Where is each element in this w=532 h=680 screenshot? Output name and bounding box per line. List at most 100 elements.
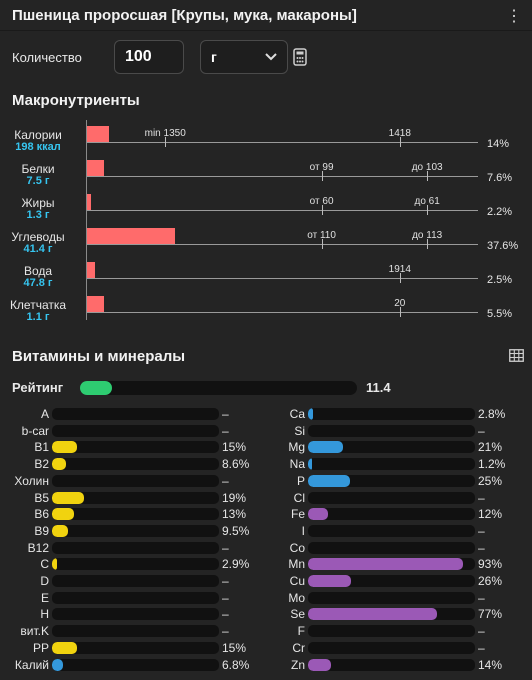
- rating-label: Рейтинг: [12, 380, 64, 395]
- nutrient-bar: [52, 474, 219, 487]
- nutrient-name: B1: [34, 440, 49, 455]
- nutrient-percent: –: [222, 624, 229, 639]
- nutrient-name: Ca: [289, 407, 305, 421]
- nutrient-name: F: [297, 624, 305, 639]
- nutrient-bar: [308, 591, 475, 604]
- macro-name: Клетчатка: [9, 298, 67, 312]
- rating-bar-fill: [80, 381, 112, 395]
- nutrient-bar: [52, 591, 219, 604]
- macro-mark-label: до 103: [411, 162, 443, 173]
- macro-row: Вода 47.8 г 1914 2.5%: [0, 256, 532, 289]
- macro-mark-tick: [427, 239, 429, 249]
- nutrient-percent: –: [478, 590, 485, 605]
- macros-title: Макронутриенты: [12, 92, 140, 109]
- nutrient-bar-fill: [308, 458, 312, 471]
- nutrient-name: Mn: [288, 557, 305, 572]
- nutrient-bar: [308, 625, 475, 638]
- nutrient-bar-fill: [52, 491, 84, 504]
- nutrient-name: B12: [27, 540, 49, 555]
- macro-bar: [87, 296, 104, 312]
- nutrient-name: Fe: [290, 507, 305, 522]
- nutrient-percent: 2.8%: [478, 407, 506, 421]
- nutrient-name: Cr: [292, 640, 305, 655]
- macro-percent: 14%: [487, 138, 510, 150]
- nutrient-bar: [308, 558, 475, 571]
- macro-name: Жиры: [21, 196, 55, 210]
- nutrient-name: P: [296, 473, 305, 488]
- nutrient-bar: [308, 474, 475, 487]
- macro-scale-line: [87, 210, 478, 211]
- nutrient-bar: [308, 441, 475, 454]
- macro-mark-tick: [321, 205, 323, 215]
- nutrient-bar: [52, 458, 219, 471]
- macro-name: Вода: [23, 264, 53, 278]
- nutrient-percent: –: [222, 574, 229, 588]
- calculator-icon[interactable]: [293, 48, 307, 66]
- macro-mark-tick: [165, 137, 167, 147]
- nutrient-name: Na: [289, 457, 305, 472]
- nutrient-percent: –: [222, 423, 229, 438]
- macro-name: Углеводы: [11, 230, 65, 244]
- nutrient-name: H: [40, 607, 49, 622]
- vitamins-title: Витамины и минералы: [12, 348, 186, 365]
- nutrient-bar-fill: [308, 658, 331, 671]
- macro-row: Клетчатка 1.1 г 20 5.5%: [0, 290, 532, 323]
- macro-mark-label: до 113: [412, 230, 443, 241]
- nutrient-bar: [308, 408, 475, 420]
- nutrient-bar: [52, 541, 219, 554]
- nutrient-bar-fill: [52, 441, 77, 454]
- nutrient-bar-fill: [308, 558, 463, 571]
- nutrient-name: I: [301, 523, 305, 538]
- nutrient-name: Калий: [14, 657, 49, 672]
- nutrient-name: Mg: [288, 440, 305, 455]
- nutrient-bar: [52, 575, 219, 587]
- macro-mark-label: от 60: [309, 196, 334, 207]
- nutrient-bar: [52, 625, 219, 638]
- macro-row: Белки 7.5 г от 99 до 103 7.6%: [0, 154, 532, 187]
- divider: [0, 30, 532, 31]
- macro-scale-line: [87, 244, 478, 245]
- nutrient-bar: [308, 608, 475, 621]
- macro-scale-line: [87, 312, 478, 313]
- macro-name: Белки: [21, 162, 55, 176]
- nutrient-bar-fill: [308, 575, 351, 587]
- more-menu-icon[interactable]: ⋮: [506, 8, 522, 25]
- nutrient-name: Co: [289, 540, 305, 555]
- nutrient-bar: [308, 491, 475, 504]
- nutrient-percent: –: [478, 540, 485, 555]
- page-title: Пшеница проросшая [Крупы, мука, макароны…: [12, 7, 357, 24]
- nutrient-percent: –: [222, 607, 229, 622]
- nutrient-bar: [52, 441, 219, 454]
- nutrient-percent: –: [478, 490, 485, 505]
- nutrient-bar: [52, 641, 219, 654]
- nutrient-percent: –: [222, 407, 229, 421]
- nutrient-bar: [52, 608, 219, 621]
- nutrient-percent: 2.9%: [222, 557, 250, 572]
- macro-value: 47.8 г: [23, 277, 53, 289]
- macro-percent: 7.6%: [487, 172, 513, 184]
- nutrient-percent: 15%: [222, 440, 247, 455]
- macro-scale-line: [87, 278, 478, 279]
- nutrient-bar-fill: [52, 508, 74, 521]
- unit-select[interactable]: г: [200, 40, 288, 74]
- nutrient-percent: –: [478, 640, 485, 655]
- table-view-icon[interactable]: [509, 349, 524, 362]
- nutrient-bar: [308, 424, 475, 437]
- nutrient-percent: 13%: [222, 507, 247, 522]
- macro-mark-label: до 61: [414, 196, 440, 207]
- macro-mark-tick: [399, 137, 401, 147]
- macro-row: Углеводы 41.4 г от 110 до 113 37.6%: [0, 222, 532, 255]
- nutrient-bar: [52, 658, 219, 671]
- macro-mark-tick: [321, 239, 323, 249]
- nutrient-name: Mo: [288, 590, 305, 605]
- nutrient-percent: –: [478, 624, 485, 639]
- nutrient-bar-fill: [52, 458, 66, 471]
- quantity-input[interactable]: [114, 40, 184, 74]
- macros-chart: Калории 198 ккал min 1350 1418 14% Белки 7.5 г…: [0, 120, 532, 325]
- nutrient-name: Cl: [293, 490, 305, 505]
- macro-percent: 5.5%: [487, 308, 513, 320]
- nutrient-name: A: [40, 407, 49, 421]
- nutrient-name: C: [40, 557, 49, 572]
- macro-mark-label: 20: [394, 298, 406, 309]
- macro-mark-label: от 110: [307, 230, 336, 241]
